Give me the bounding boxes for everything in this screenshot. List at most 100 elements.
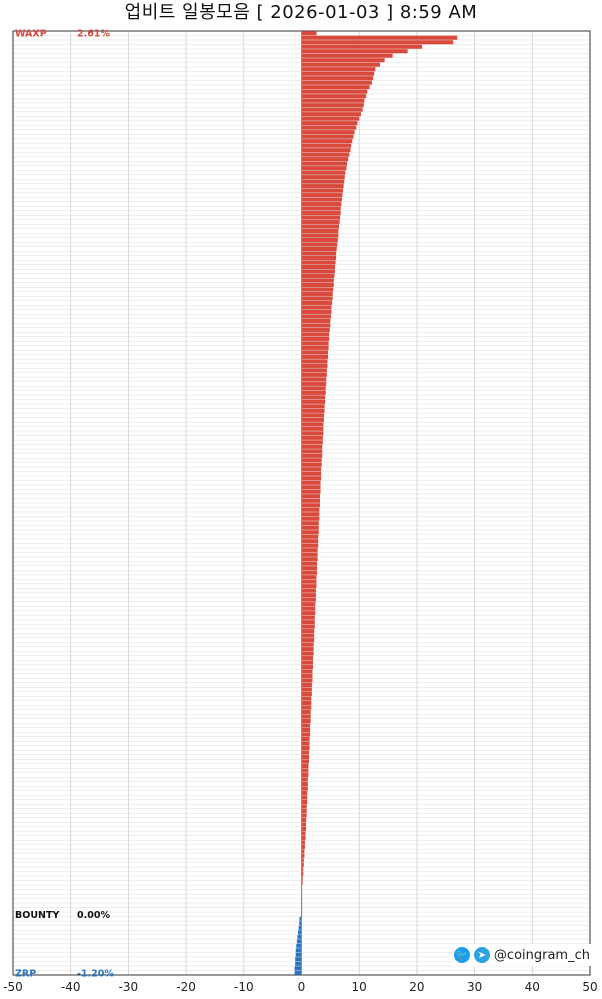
bar xyxy=(301,660,314,665)
bar xyxy=(301,808,307,813)
bar xyxy=(301,781,308,786)
bar xyxy=(301,327,330,332)
bar xyxy=(301,94,367,99)
bar xyxy=(301,826,307,831)
credit-badge: 🐦 ➤ @coingram_ch xyxy=(451,944,592,966)
bar xyxy=(301,543,319,548)
bar xyxy=(301,813,307,818)
bar xyxy=(301,701,312,706)
bar xyxy=(301,76,374,81)
chart-title: 업비트 일봉모음 [ 2026-01-03 ] 8:59 AM xyxy=(124,2,478,23)
bar xyxy=(301,732,311,737)
bar xyxy=(301,530,319,535)
bar xyxy=(301,768,309,773)
bar xyxy=(301,835,306,840)
bar xyxy=(301,745,310,751)
bar xyxy=(301,49,408,54)
bar xyxy=(301,579,317,584)
bar xyxy=(301,184,344,189)
row-symbol-label: ZRP xyxy=(15,968,36,979)
bar xyxy=(301,58,385,63)
bar xyxy=(301,345,329,350)
bar xyxy=(301,417,325,422)
bar xyxy=(301,467,322,472)
bar xyxy=(301,390,326,395)
bar xyxy=(301,278,334,283)
bar xyxy=(301,606,316,611)
bar xyxy=(301,67,376,72)
bar xyxy=(301,656,314,661)
bar xyxy=(301,440,323,445)
bar xyxy=(301,539,319,544)
bar xyxy=(301,282,334,288)
bar xyxy=(301,40,454,45)
bar xyxy=(301,453,323,458)
bar xyxy=(301,53,393,58)
bar xyxy=(301,157,349,162)
bar xyxy=(301,170,346,175)
bar xyxy=(301,876,303,881)
bar xyxy=(301,350,329,355)
bar xyxy=(301,215,341,220)
bar xyxy=(301,35,458,40)
bar xyxy=(301,534,319,539)
bar xyxy=(301,777,308,782)
bar xyxy=(301,238,338,243)
bar xyxy=(301,840,305,845)
bar xyxy=(301,377,327,382)
bar xyxy=(301,255,337,261)
bar xyxy=(301,714,311,719)
bar xyxy=(301,444,323,449)
bar xyxy=(301,336,330,341)
bar xyxy=(301,116,360,121)
bar xyxy=(301,161,348,166)
bar xyxy=(301,71,375,76)
bar xyxy=(301,98,365,103)
bar xyxy=(301,593,316,598)
bar xyxy=(301,584,317,589)
bar xyxy=(301,260,336,265)
bar xyxy=(301,220,340,225)
bar xyxy=(301,323,331,328)
bar xyxy=(301,849,305,854)
bar xyxy=(301,103,364,108)
x-tick-label: 30 xyxy=(467,980,482,994)
bar xyxy=(301,525,319,530)
bar xyxy=(301,148,351,153)
bar xyxy=(301,251,337,256)
bar xyxy=(301,229,339,234)
bar xyxy=(301,638,315,643)
bar xyxy=(301,404,325,409)
x-tick-label: -50 xyxy=(3,980,23,994)
bar xyxy=(301,871,304,876)
bar xyxy=(301,287,334,292)
bar xyxy=(301,112,361,117)
bar xyxy=(301,795,308,800)
bar xyxy=(298,930,302,935)
bar xyxy=(301,175,345,180)
bar xyxy=(301,476,322,481)
bar xyxy=(301,188,344,193)
bar xyxy=(301,408,325,413)
bar xyxy=(301,570,318,575)
bar xyxy=(301,642,314,647)
bar xyxy=(296,943,302,948)
bar xyxy=(301,318,331,323)
bar xyxy=(294,966,302,971)
bar xyxy=(301,799,308,804)
bar xyxy=(301,822,307,827)
bar xyxy=(301,206,341,211)
bar xyxy=(301,786,308,791)
x-tick-label: -40 xyxy=(61,980,81,994)
telegram-icon: ➤ xyxy=(473,947,490,963)
bar xyxy=(299,921,302,926)
bar xyxy=(295,961,302,966)
bar xyxy=(301,763,309,768)
bar xyxy=(301,624,315,629)
bar xyxy=(301,665,314,670)
bar xyxy=(301,224,340,229)
bar xyxy=(301,489,321,494)
bar xyxy=(301,844,305,849)
bar xyxy=(301,804,307,809)
